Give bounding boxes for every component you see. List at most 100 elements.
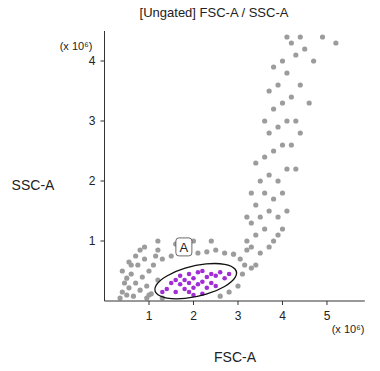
event-dot bbox=[195, 250, 200, 255]
event-dot bbox=[222, 276, 227, 281]
event-dot bbox=[231, 252, 236, 257]
event-dot bbox=[307, 100, 312, 105]
event-dot bbox=[275, 214, 280, 219]
event-dot bbox=[142, 244, 147, 249]
event-dot bbox=[173, 278, 178, 283]
event-dot bbox=[284, 118, 289, 123]
x-tick bbox=[326, 301, 327, 305]
event-dot bbox=[267, 88, 272, 93]
event-dot bbox=[155, 238, 160, 243]
event-dot bbox=[262, 118, 267, 123]
event-dot bbox=[140, 274, 145, 279]
x-axis-unit: (x 10⁶) bbox=[332, 323, 365, 335]
event-dot bbox=[126, 285, 131, 290]
y-tick bbox=[101, 181, 105, 182]
event-dot bbox=[298, 82, 303, 87]
event-dot bbox=[249, 265, 254, 270]
event-dot bbox=[226, 289, 231, 294]
event-dot bbox=[191, 276, 196, 281]
event-dot bbox=[267, 244, 272, 249]
x-tick-label: 1 bbox=[146, 309, 153, 323]
y-tick-label: 3 bbox=[89, 114, 96, 128]
event-dot bbox=[298, 34, 303, 39]
event-dot bbox=[131, 294, 136, 299]
event-dot bbox=[275, 82, 280, 87]
event-dot bbox=[262, 154, 267, 159]
event-dot bbox=[253, 202, 258, 207]
event-dot bbox=[267, 130, 272, 135]
event-dot bbox=[289, 142, 294, 147]
event-dot bbox=[253, 262, 258, 267]
event-dot bbox=[244, 238, 249, 243]
y-tick-label: 4 bbox=[89, 54, 96, 68]
y-tick-label: 2 bbox=[89, 174, 96, 188]
event-dot bbox=[275, 124, 280, 129]
y-axis bbox=[104, 31, 105, 301]
event-dot bbox=[262, 190, 267, 195]
event-dot bbox=[262, 226, 267, 231]
event-dot bbox=[267, 208, 272, 213]
event-dot bbox=[235, 283, 240, 288]
plot-area bbox=[117, 34, 338, 300]
event-dot bbox=[249, 220, 254, 225]
event-dot bbox=[213, 284, 218, 289]
event-dot bbox=[293, 118, 298, 123]
event-dot bbox=[320, 34, 325, 39]
event-dot bbox=[182, 278, 187, 283]
gate bbox=[155, 264, 237, 299]
event-dot bbox=[258, 214, 263, 219]
event-dot bbox=[244, 247, 249, 252]
event-dot bbox=[267, 172, 272, 177]
x-tick-label: 5 bbox=[324, 309, 331, 323]
event-dot bbox=[222, 250, 227, 255]
event-dot bbox=[169, 281, 174, 286]
x-tick-label: 2 bbox=[190, 309, 197, 323]
event-dot bbox=[155, 247, 160, 252]
event-dot bbox=[271, 196, 276, 201]
event-dot bbox=[122, 280, 127, 285]
event-dot bbox=[205, 286, 210, 291]
event-dot bbox=[124, 292, 129, 297]
event-dot bbox=[200, 280, 205, 285]
event-dot bbox=[280, 58, 285, 63]
event-dot bbox=[249, 244, 254, 249]
event-dot bbox=[227, 272, 232, 277]
event-dot bbox=[271, 64, 276, 69]
event-dot bbox=[209, 281, 214, 286]
x-axis bbox=[105, 301, 365, 302]
event-dot bbox=[271, 238, 276, 243]
event-dot bbox=[160, 290, 165, 295]
event-dot bbox=[160, 256, 165, 261]
event-dot bbox=[146, 268, 151, 273]
event-dot bbox=[293, 52, 298, 57]
y-tick bbox=[101, 121, 105, 122]
event-dot bbox=[280, 142, 285, 147]
event-dot bbox=[275, 178, 280, 183]
event-dot bbox=[209, 238, 214, 243]
y-tick-label: 1 bbox=[89, 234, 96, 248]
event-dot bbox=[164, 287, 169, 292]
event-dot bbox=[191, 286, 196, 291]
event-dot bbox=[275, 232, 280, 237]
event-dot bbox=[133, 280, 138, 285]
event-dot bbox=[253, 160, 258, 165]
event-dot bbox=[137, 247, 142, 252]
event-dot bbox=[280, 100, 285, 105]
x-axis-label: FSC-A bbox=[214, 349, 257, 365]
event-dot bbox=[151, 262, 156, 267]
x-tick-label: 4 bbox=[279, 309, 286, 323]
event-dot bbox=[182, 287, 187, 292]
x-tick bbox=[237, 301, 238, 305]
event-dot bbox=[137, 288, 142, 293]
event-dot bbox=[209, 272, 214, 277]
event-dot bbox=[173, 290, 178, 295]
event-dot bbox=[135, 262, 140, 267]
event-dot bbox=[187, 272, 192, 277]
event-dot bbox=[258, 250, 263, 255]
event-dot bbox=[280, 190, 285, 195]
event-dot bbox=[196, 282, 201, 287]
event-dot bbox=[244, 214, 249, 219]
event-dot bbox=[238, 256, 243, 261]
x-tick bbox=[193, 301, 194, 305]
event-dot bbox=[293, 166, 298, 171]
